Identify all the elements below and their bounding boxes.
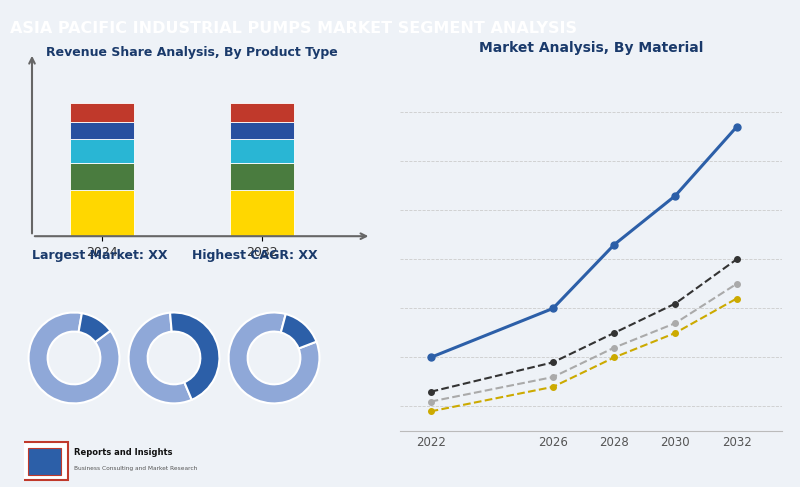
Title: Revenue Share Analysis, By Product Type: Revenue Share Analysis, By Product Type [46,46,338,59]
Bar [230,189,294,236]
Bar [70,163,134,189]
Text: Largest Market: XX: Largest Market: XX [32,249,167,262]
Bar [230,139,294,163]
Wedge shape [29,313,119,403]
Bar [70,122,134,139]
Bar [230,163,294,189]
Bar [230,122,294,139]
Bar [70,103,134,122]
FancyBboxPatch shape [22,442,68,480]
Title: Market Analysis, By Material: Market Analysis, By Material [479,41,703,55]
Text: Highest CAGR: XX: Highest CAGR: XX [192,249,318,262]
Wedge shape [281,314,317,349]
Text: ASIA PACIFIC INDUSTRIAL PUMPS MARKET SEGMENT ANALYSIS: ASIA PACIFIC INDUSTRIAL PUMPS MARKET SEG… [10,20,578,36]
FancyBboxPatch shape [28,449,62,475]
Wedge shape [170,313,219,400]
Bar [230,103,294,122]
Text: Business Consulting and Market Research: Business Consulting and Market Research [74,466,197,470]
Text: Reports and Insights: Reports and Insights [74,448,173,457]
Bar [70,139,134,163]
Wedge shape [229,313,319,403]
Bar [70,189,134,236]
Wedge shape [78,313,110,342]
Wedge shape [129,313,192,403]
